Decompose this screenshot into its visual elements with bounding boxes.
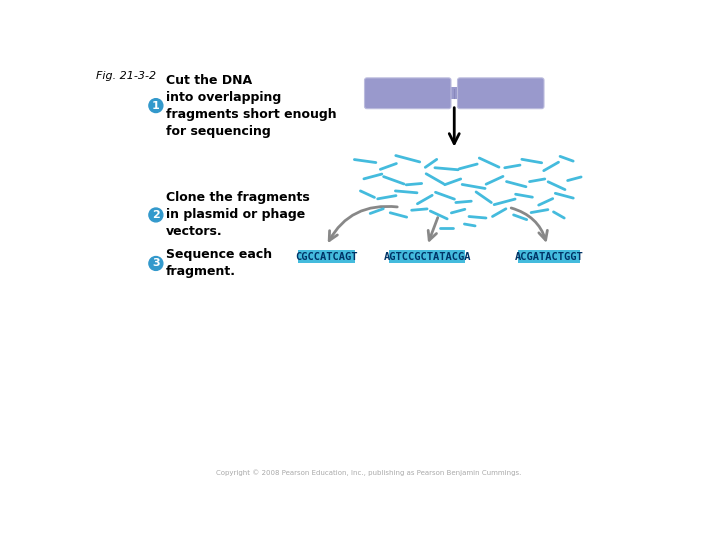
Text: AGTCCGCTATACGA: AGTCCGCTATACGA	[383, 252, 471, 261]
Circle shape	[149, 208, 163, 222]
FancyBboxPatch shape	[457, 78, 544, 109]
Circle shape	[149, 256, 163, 271]
FancyBboxPatch shape	[298, 249, 355, 264]
Text: Sequence each
fragment.: Sequence each fragment.	[166, 248, 272, 279]
Text: 3: 3	[152, 259, 160, 268]
FancyBboxPatch shape	[518, 249, 580, 264]
FancyBboxPatch shape	[389, 249, 466, 264]
Text: ACGATACTGGT: ACGATACTGGT	[514, 252, 583, 261]
Polygon shape	[438, 87, 471, 99]
Text: CGCCATCAGT: CGCCATCAGT	[295, 252, 358, 261]
Text: Copyright © 2008 Pearson Education, Inc., publishing as Pearson Benjamin Cumming: Copyright © 2008 Pearson Education, Inc.…	[216, 469, 522, 476]
FancyBboxPatch shape	[364, 78, 451, 109]
Text: Fig. 21-3-2: Fig. 21-3-2	[96, 71, 156, 81]
Text: Clone the fragments
in plasmid or phage
vectors.: Clone the fragments in plasmid or phage …	[166, 192, 310, 239]
Text: Cut the DNA
into overlapping
fragments short enough
for sequencing: Cut the DNA into overlapping fragments s…	[166, 73, 336, 138]
Text: 2: 2	[152, 210, 160, 220]
Circle shape	[149, 99, 163, 112]
Text: 1: 1	[152, 100, 160, 111]
